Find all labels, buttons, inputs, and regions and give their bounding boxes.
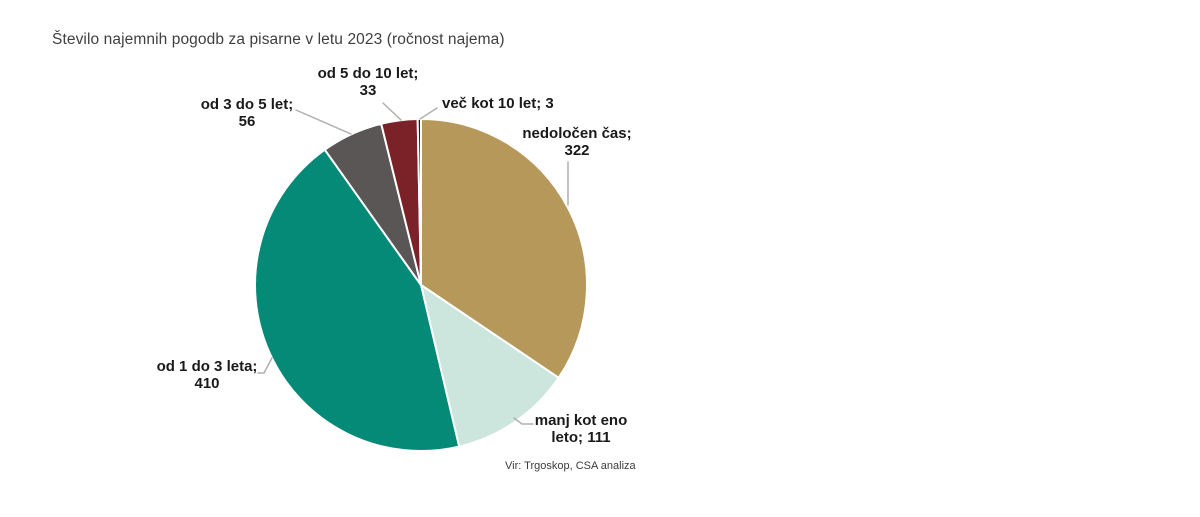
slice-label-line: od 3 do 5 let; [200, 96, 294, 113]
slice-label-line: od 1 do 3 leta; [156, 358, 258, 375]
pie-slices [254, 117, 588, 452]
slice-label-od-5-do-10-let: od 5 do 10 let; 33 [303, 65, 433, 99]
source-note: Vir: Trgoskop, CSA analiza [505, 460, 636, 472]
slice-value: leto; 111 [551, 428, 611, 446]
leader-line-od-3-do-5 [295, 109, 352, 135]
pie-slice-manj-kot-eno-leto [420, 284, 560, 448]
slice-value: 56 [238, 112, 256, 130]
slice-label-manj-kot-eno-leto: manj kot eno leto; 111 [516, 412, 646, 446]
slice-value: 410 [194, 374, 220, 392]
chart-title: Število najemnih pogodb za pisarne v let… [52, 31, 505, 48]
slice-label-line: manj kot eno [534, 412, 628, 429]
leader-line-od-5-do-10 [382, 102, 402, 121]
leader-line-od-1-do-3 [257, 357, 273, 374]
pie-slice-od-1-do-3-leta [254, 148, 461, 452]
slice-label-line: več kot 10 let; 3 [442, 95, 554, 112]
leader-line-manj-kot-eno [513, 417, 534, 425]
slice-label-line: nedoločen čas; [522, 125, 632, 142]
slice-label-od-1-do-3-leta: od 1 do 3 leta; 410 [142, 358, 272, 392]
slice-label-od-3-do-5-let: od 3 do 5 let; 56 [182, 96, 312, 130]
pie-slice-nedolo-en-as [420, 118, 588, 379]
slice-label-vec-kot-10-let: več kot 10 let; 3 [442, 95, 554, 113]
slice-label-nedolocen-cas: nedoločen čas; 322 [512, 125, 642, 159]
slice-value: 322 [564, 141, 590, 159]
slice-value: 33 [359, 81, 377, 99]
leader-lines [257, 102, 569, 425]
leader-line-vec-kot-10 [419, 107, 438, 120]
slice-label-line: od 5 do 10 let; [317, 65, 419, 82]
